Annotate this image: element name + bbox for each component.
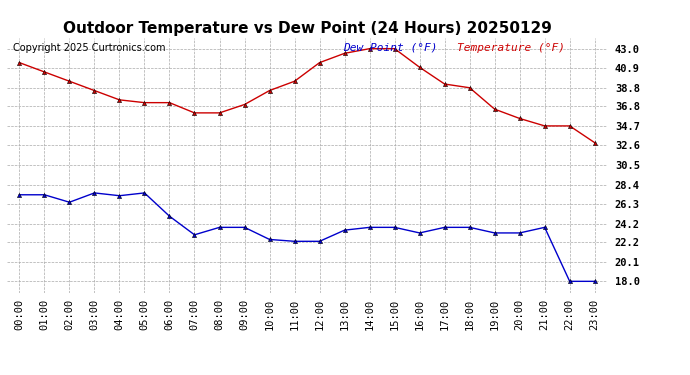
Text: Dew Point (°F): Dew Point (°F)	[343, 43, 437, 52]
Text: Temperature (°F): Temperature (°F)	[457, 43, 565, 52]
Title: Outdoor Temperature vs Dew Point (24 Hours) 20250129: Outdoor Temperature vs Dew Point (24 Hou…	[63, 21, 551, 36]
Text: Copyright 2025 Curtronics.com: Copyright 2025 Curtronics.com	[13, 43, 166, 52]
